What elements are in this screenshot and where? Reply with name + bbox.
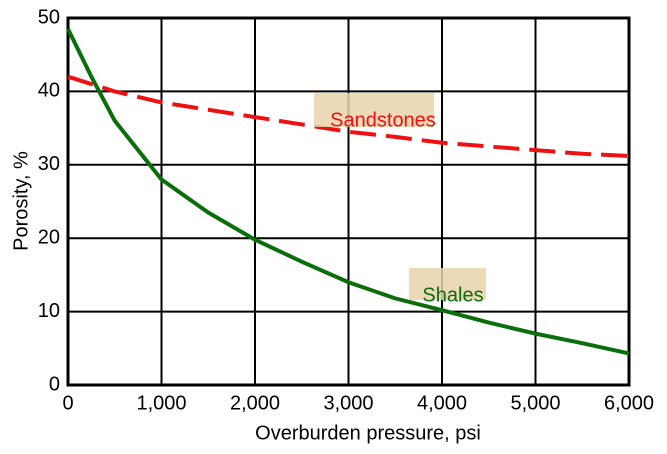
label-background: [409, 268, 486, 300]
series-line: [67, 74, 630, 158]
series-label: Sandstones: [330, 109, 436, 131]
y-tick-label: 50: [38, 6, 60, 28]
plot-frame: [66, 16, 631, 387]
x-tick-label: 1,000: [136, 392, 186, 414]
series-line: [66, 28, 630, 356]
y-tick-label: 10: [38, 300, 60, 322]
y-tick-label: 30: [38, 153, 60, 175]
label-background: [314, 93, 434, 127]
y-tick-label: 40: [38, 80, 60, 102]
x-tick-label: 4,000: [417, 392, 467, 414]
x-tick-label: 3,000: [323, 392, 373, 414]
x-axis-label: Overburden pressure, psi: [255, 422, 481, 444]
x-tick-label: 5,000: [510, 392, 560, 414]
y-tick-label: 0: [49, 373, 60, 395]
y-tick-label: 20: [38, 226, 60, 248]
y-axis-label: Porosity, %: [10, 151, 32, 251]
x-tick-label: 2,000: [230, 392, 280, 414]
x-tick-label: 0: [62, 392, 73, 414]
series-label: Shales: [422, 284, 483, 306]
x-tick-label: 6,000: [604, 392, 654, 414]
